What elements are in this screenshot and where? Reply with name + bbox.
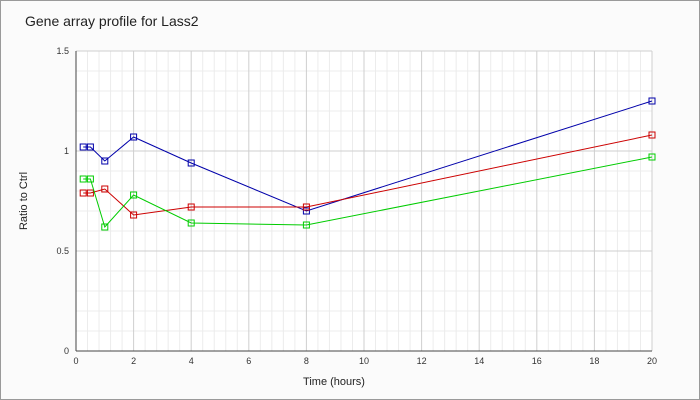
series-line-3 [83, 156, 653, 228]
axes [75, 51, 652, 352]
x-tick-label: 10 [359, 356, 369, 366]
y-tick-label: 1.5 [56, 46, 69, 56]
y-tick-label: 1 [64, 146, 69, 156]
series-2-point [86, 189, 94, 197]
x-tick-label: 0 [73, 356, 78, 366]
x-tick-label: 4 [189, 356, 194, 366]
y-tick-label: 0.5 [56, 246, 69, 256]
x-tick-label: 6 [246, 356, 251, 366]
series-1-point [79, 143, 87, 151]
series-2-point [302, 203, 310, 211]
series-3-point [648, 153, 656, 161]
y-tick-label: 0 [64, 346, 69, 356]
x-tick-label: 8 [304, 356, 309, 366]
series-3-point [187, 219, 195, 227]
series-3-point [101, 223, 109, 231]
x-tick-label: 18 [589, 356, 599, 366]
series-2-point [79, 189, 87, 197]
chart-title: Gene array profile for Lass2 [25, 13, 199, 29]
series-2-point [130, 211, 138, 219]
series-2-point [101, 185, 109, 193]
series-layer [79, 97, 656, 231]
series-1-point [86, 143, 94, 151]
x-tick-label: 20 [647, 356, 657, 366]
x-tick-label: 2 [131, 356, 136, 366]
series-3-point [86, 175, 94, 183]
series-2-point [648, 131, 656, 139]
series-3-point [79, 175, 87, 183]
series-3-point [130, 191, 138, 199]
series-3-point [302, 221, 310, 229]
series-1-point [648, 97, 656, 105]
tick-labels: 0 2 4 6 8 10 12 14 16 18 20 0 0.5 1 1.5 [56, 46, 657, 366]
x-axis-label: Time (hours) [303, 376, 365, 388]
y-axis-label: Ratio to Ctrl [18, 172, 30, 230]
x-tick-label: 16 [532, 356, 542, 366]
series-2-point [187, 203, 195, 211]
series-line-2 [83, 134, 653, 216]
series-line-1 [83, 100, 653, 212]
series-1-point [187, 159, 195, 167]
series-1-point [130, 133, 138, 141]
x-tick-label: 14 [474, 356, 484, 366]
x-tick-label: 12 [417, 356, 427, 366]
series-1-point [101, 157, 109, 165]
series-1-point [302, 207, 310, 215]
